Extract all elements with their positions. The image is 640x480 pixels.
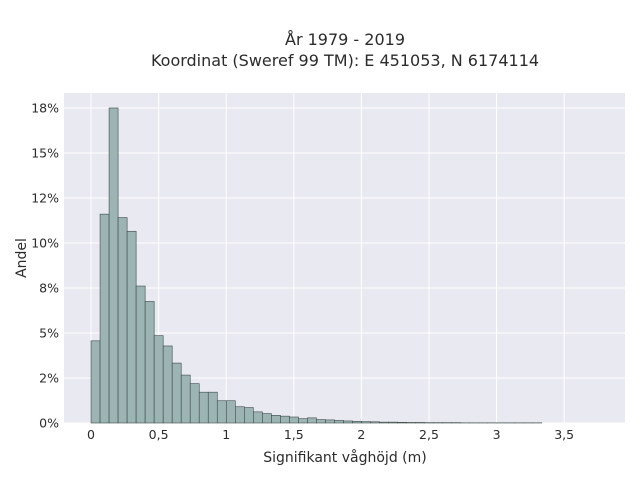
histogram-bar-7 xyxy=(153,335,164,424)
histogram-bar-36 xyxy=(415,422,425,424)
histogram-bar-18 xyxy=(253,411,263,424)
histogram-bar-28 xyxy=(343,420,353,424)
y-tick-label-4: 10% xyxy=(31,236,59,251)
chart-title-line-1: År 1979 - 2019 xyxy=(285,30,405,49)
y-tick-label-2: 5% xyxy=(39,326,59,341)
x-tick-label-4: 2 xyxy=(357,427,365,442)
histogram-bar-14 xyxy=(216,400,227,424)
histogram-bar-19 xyxy=(262,413,272,424)
histogram-bar-31 xyxy=(370,421,380,424)
histogram-bar-11 xyxy=(189,383,200,424)
histogram-bar-26 xyxy=(325,419,335,424)
histogram-bar-17 xyxy=(244,407,254,424)
x-tick-label-2: 1 xyxy=(222,427,230,442)
histogram-bar-9 xyxy=(171,362,182,424)
histogram-bar-29 xyxy=(352,420,362,424)
y-tick-label-6: 15% xyxy=(31,146,59,161)
y-tick-label-5: 12% xyxy=(31,191,59,206)
histogram-bar-27 xyxy=(334,420,344,424)
x-tick-label-0: 0 xyxy=(87,427,95,442)
x-axis-label: Signifikant våghöjd (m) xyxy=(263,449,426,466)
histogram-bar-20 xyxy=(271,414,281,424)
histogram-bar-3 xyxy=(117,217,128,424)
histogram-bar-4 xyxy=(126,230,137,424)
histogram-bar-34 xyxy=(397,422,407,424)
y-axis-ticks: 0% 2% 5% 8% 10% 12% 15% 18% xyxy=(31,101,59,431)
x-tick-label-6: 3 xyxy=(493,427,501,442)
histogram-bar-32 xyxy=(379,421,389,424)
histogram-bar-8 xyxy=(162,345,173,424)
histogram-bar-33 xyxy=(388,421,398,424)
y-tick-label-0: 0% xyxy=(39,416,59,431)
histogram-bar-6 xyxy=(144,301,155,424)
histogram-bar-23 xyxy=(298,418,308,424)
histogram-bar-0 xyxy=(90,340,101,424)
x-axis-ticks: 0 0,5 1 1,5 2 2,5 3 3,5 xyxy=(87,427,574,442)
x-tick-label-7: 3,5 xyxy=(554,427,574,442)
histogram-bars xyxy=(90,107,543,424)
histogram-bar-5 xyxy=(135,285,146,424)
y-tick-label-3: 8% xyxy=(39,281,59,296)
y-tick-label-1: 2% xyxy=(39,371,59,386)
histogram-bar-35 xyxy=(406,422,416,424)
x-tick-label-1: 0,5 xyxy=(149,427,169,442)
histogram-bar-12 xyxy=(198,391,209,424)
histogram-bar-15 xyxy=(225,400,236,424)
y-axis-label: Andel xyxy=(14,238,30,278)
x-tick-label-5: 2,5 xyxy=(419,427,439,442)
histogram-bar-13 xyxy=(207,391,218,424)
histogram-bar-10 xyxy=(180,374,191,424)
histogram-bar-25 xyxy=(316,419,326,424)
histogram-bar-16 xyxy=(235,406,245,424)
histogram-bar-30 xyxy=(361,421,371,424)
histogram-bar-2 xyxy=(108,107,119,424)
histogram-bar-22 xyxy=(289,416,299,424)
x-tick-label-3: 1,5 xyxy=(284,427,304,442)
histogram-bar-1 xyxy=(99,213,110,424)
histogram-bar-24 xyxy=(307,417,317,424)
histogram-bar-21 xyxy=(280,415,290,424)
y-tick-label-7: 18% xyxy=(31,101,59,116)
chart-title-line-2: Koordinat (Sweref 99 TM): E 451053, N 61… xyxy=(151,51,539,70)
